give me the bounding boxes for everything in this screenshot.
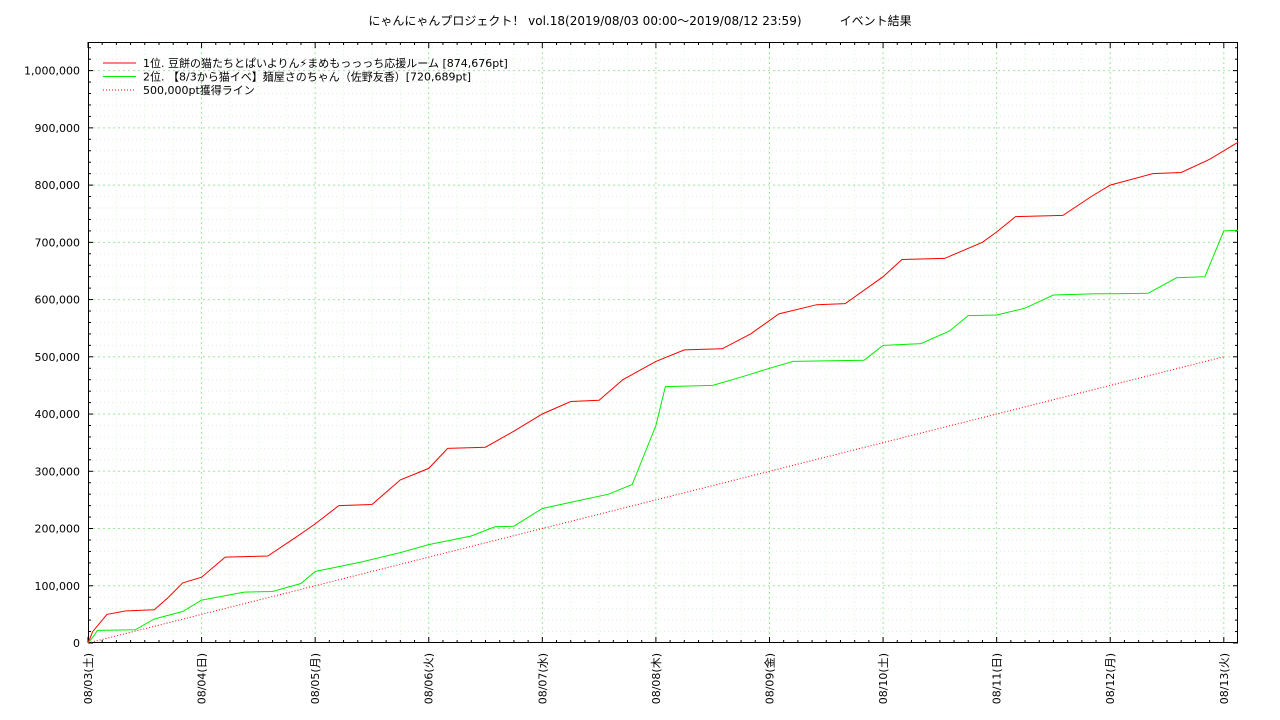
series-layer [87, 141, 1239, 644]
y-tick-label: 200,000 [35, 523, 81, 536]
series-line-2 [87, 229, 1239, 644]
y-tick-label: 700,000 [35, 236, 81, 249]
y-tick-label: 100,000 [35, 580, 81, 593]
series-line-1 [87, 141, 1239, 644]
y-tick-label: 500,000 [35, 351, 81, 364]
chart-title: にゃんにゃんプロジェクト！ vol.18(2019/08/03 00:00～20… [368, 14, 912, 28]
x-tick-label: 08/09(金) [762, 653, 776, 704]
y-tick-label: 400,000 [35, 408, 81, 421]
x-tick-label: 08/03(土) [82, 653, 95, 704]
y-tick-label: 600,000 [35, 294, 81, 307]
y-tick-label: 800,000 [35, 179, 81, 192]
series-line-3 [87, 356, 1224, 644]
legend-label-2: 2位. 【8/3から猫イベ】麺屋さのちゃん（佐野友香）[720,689pt] [143, 70, 471, 84]
x-tick-label: 08/12(月) [1104, 653, 1117, 704]
y-tick-label: 900,000 [35, 122, 81, 135]
legend-label-1: 1位. 豆餅の猫たちとぱいよりん⚡まめもっっっち応援ルーム [874,676pt… [143, 56, 508, 70]
x-tick-label: 08/10(土) [877, 653, 890, 704]
y-tick-label: 1,000,000 [24, 65, 80, 78]
axes: 0 100,000 200,000 300,000 400,000 500,000 600,… [24, 42, 1238, 704]
legend: 1位. 豆餅の猫たちとぱいよりん⚡まめもっっっち応援ルーム [874,676pt… [103, 56, 508, 97]
x-tick-label: 08/08(木) [650, 653, 663, 704]
y-tick-label: 0 [73, 637, 80, 650]
x-tick-label: 08/05(月) [309, 653, 322, 704]
plot-frame [88, 42, 1238, 643]
y-tick-label: 300,000 [35, 465, 81, 478]
legend-label-3: 500,000pt獲得ライン [143, 84, 255, 97]
x-tick-label: 08/07(水) [536, 653, 549, 704]
x-tick-label: 08/06(火) [423, 653, 436, 704]
x-tick-label: 08/11(日) [991, 653, 1004, 704]
x-tick-label: 08/13(火) [1218, 653, 1231, 704]
x-tick-label: 08/04(日) [196, 653, 209, 704]
grid [88, 42, 1238, 643]
